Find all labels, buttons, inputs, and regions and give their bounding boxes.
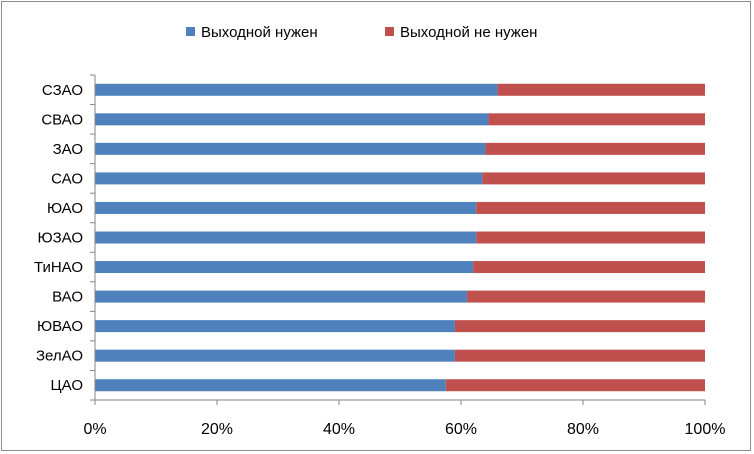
x-tick-label: 80% (567, 421, 599, 438)
category-label: ЮВАО (37, 318, 83, 335)
bar-segment (467, 290, 705, 303)
category-label: ЦАО (51, 377, 83, 394)
x-tick-label: 0% (83, 421, 106, 438)
bar-segment (95, 290, 468, 303)
bar-segment (95, 142, 486, 155)
bar-segment (473, 261, 705, 274)
bar-segment (95, 201, 477, 214)
bar-segment (95, 231, 477, 244)
legend-swatch (186, 27, 195, 36)
legend: Выходной нужен Выходной не нужен (186, 24, 537, 41)
y-axis-labels: СЗАО СВАО ЗАО САО ЮАО ЮЗАО ТиНАО ВАО ЮВАО ЗелАО ЦА… (34, 82, 83, 394)
bars (95, 83, 705, 392)
bar-segment (95, 172, 483, 185)
x-tick-label: 40% (323, 421, 355, 438)
bar-segment (454, 320, 705, 333)
category-label: ЮАО (47, 200, 83, 217)
bar-segment (95, 261, 474, 274)
bar-segment (95, 379, 446, 392)
category-label: ТиНАО (34, 259, 83, 276)
x-axis-labels: 0% 20% 40% 60% 80% 100% (83, 421, 725, 438)
category-label: САО (51, 170, 83, 187)
legend-swatch (385, 27, 394, 36)
bar-segment (476, 201, 705, 214)
category-label: ВАО (52, 289, 83, 306)
bar-segment (482, 172, 705, 185)
legend-label: Выходной не нужен (400, 24, 537, 41)
bar-segment (95, 83, 498, 96)
bar-segment (95, 349, 455, 362)
legend-label: Выходной нужен (201, 24, 318, 41)
bar-segment (488, 113, 705, 126)
category-label: СЗАО (42, 82, 83, 99)
x-tick-label: 100% (685, 421, 726, 438)
bar-segment (454, 349, 705, 362)
category-label: ЗАО (53, 141, 83, 158)
axes (90, 74, 706, 405)
bar-segment (95, 320, 455, 333)
category-label: ЮЗАО (37, 230, 83, 247)
x-tick-label: 20% (201, 421, 233, 438)
bar-segment (95, 113, 489, 126)
bar-segment (445, 379, 705, 392)
x-tick-label: 60% (445, 421, 477, 438)
bar-segment (476, 231, 705, 244)
category-label: СВАО (41, 111, 83, 128)
bar-segment (485, 142, 705, 155)
bar-segment (497, 83, 705, 96)
category-label: ЗелАО (36, 348, 83, 365)
